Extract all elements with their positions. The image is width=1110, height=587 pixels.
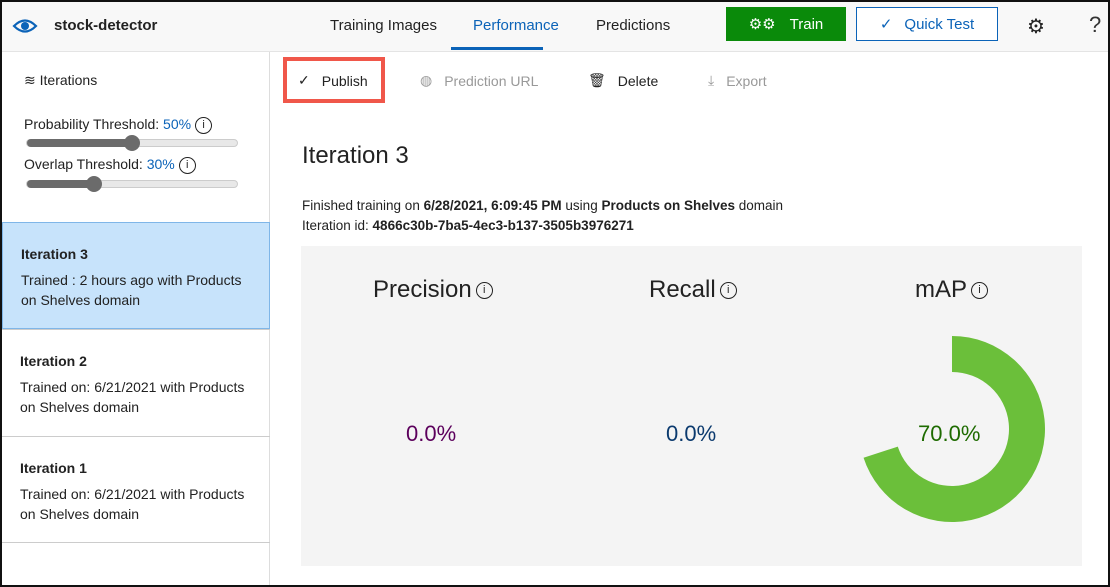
- text: domain: [735, 198, 784, 213]
- active-tab-indicator: [451, 47, 543, 50]
- recall-heading: Recall i: [649, 276, 737, 304]
- training-info: Finished training on 6/28/2021, 6:09:45 …: [302, 198, 783, 213]
- overlap-threshold-slider[interactable]: [26, 176, 238, 192]
- metrics-panel: Precision i Recall i mAP i 0.0% 0.0% 70.0%: [301, 246, 1082, 566]
- eye-logo-icon: [12, 19, 38, 33]
- trash-icon: 🗑: [588, 72, 606, 88]
- tab-performance[interactable]: Performance: [473, 17, 559, 34]
- recall-label: Recall: [649, 276, 716, 303]
- precision-label: Precision: [373, 276, 472, 303]
- slider-handle[interactable]: [124, 135, 140, 151]
- precision-value: 0.0%: [406, 421, 457, 446]
- publish-label: Publish: [321, 72, 368, 89]
- map-donut-arc: [863, 336, 1045, 522]
- iteration-name: Iteration 2: [20, 353, 87, 369]
- id-label: Iteration id:: [302, 218, 373, 233]
- map-value: 70.0%: [918, 421, 981, 446]
- prediction-url-button[interactable]: ◍ Prediction URL: [420, 72, 538, 89]
- iteration-item-3[interactable]: Iteration 3 Trained : 2 hours ago with Pr…: [2, 222, 270, 329]
- id-value: 4866c30b-7ba5-4ec3-b137-3505b3976271: [372, 218, 634, 233]
- overlap-value: 30%: [146, 156, 175, 172]
- info-icon[interactable]: i: [195, 116, 213, 134]
- iteration-desc: Trained on: 6/21/2021 with Products on S…: [20, 379, 245, 415]
- info-icon[interactable]: i: [475, 282, 493, 300]
- iteration-item-2[interactable]: Iteration 2 Trained on: 6/21/2021 with Pr…: [2, 329, 270, 436]
- train-button[interactable]: ⚙⚙ Train: [726, 7, 846, 41]
- iterations-heading: ≋ Iterations: [24, 72, 97, 89]
- precision-heading: Precision i: [373, 276, 493, 304]
- quick-test-button[interactable]: ✓ Quick Test: [856, 7, 998, 41]
- info-icon[interactable]: i: [719, 282, 737, 300]
- layers-icon: ≋: [24, 72, 36, 88]
- iteration-id: Iteration id: 4866c30b-7ba5-4ec3-b137-35…: [302, 218, 634, 233]
- probability-threshold-label: Probability Threshold: 50% i: [24, 116, 213, 134]
- delete-button[interactable]: 🗑 Delete: [588, 72, 658, 89]
- finished-date: 6/28/2021, 6:09:45 PM: [423, 198, 562, 213]
- recall-value: 0.0%: [666, 421, 717, 446]
- slider-handle[interactable]: [86, 176, 103, 192]
- check-icon: ✓: [298, 72, 310, 88]
- publish-highlight: [283, 57, 385, 103]
- map-donut-chart: [863, 336, 1045, 522]
- quick-test-label: Quick Test: [904, 15, 975, 33]
- iterations-sidebar: ≋ Iterations Probability Threshold: 50% i…: [2, 52, 270, 585]
- probability-label: Probability Threshold:: [24, 116, 160, 132]
- text: Finished training on: [302, 198, 424, 213]
- prediction-url-label: Prediction URL: [444, 72, 539, 89]
- map-label: mAP: [915, 276, 968, 303]
- check-icon: ✓: [879, 16, 893, 33]
- export-button[interactable]: ⤓ Export: [708, 72, 767, 89]
- tab-predictions[interactable]: Predictions: [596, 17, 671, 34]
- iterations-title: Iterations: [39, 72, 98, 88]
- train-label: Train: [789, 15, 824, 33]
- info-icon[interactable]: i: [971, 282, 989, 300]
- probability-threshold-slider[interactable]: [26, 135, 238, 151]
- iteration-desc: Trained on: 6/21/2021 with Products on S…: [20, 486, 245, 522]
- domain-name: Products on Shelves: [601, 198, 735, 213]
- iteration-name: Iteration 3: [21, 246, 88, 262]
- gears-icon: ⚙⚙: [748, 16, 776, 33]
- iteration-name: Iteration 1: [20, 460, 87, 476]
- iteration-item-1[interactable]: Iteration 1 Trained on: 6/21/2021 with Pr…: [2, 436, 270, 543]
- overlap-threshold-label: Overlap Threshold: 30% i: [24, 156, 196, 174]
- map-heading: mAP i: [915, 276, 989, 304]
- text: using: [561, 198, 602, 213]
- settings-gear-icon[interactable]: ⚙: [1027, 16, 1045, 38]
- tab-training-images[interactable]: Training Images: [330, 17, 437, 34]
- iteration-title: Iteration 3: [302, 142, 409, 169]
- overlap-label: Overlap Threshold:: [24, 156, 143, 172]
- help-icon[interactable]: ?: [1089, 12, 1102, 37]
- globe-icon: ◍: [420, 72, 433, 88]
- export-label: Export: [726, 72, 767, 89]
- iteration-desc: Trained : 2 hours ago with Products on S…: [21, 272, 242, 308]
- probability-value: 50%: [163, 116, 192, 132]
- delete-label: Delete: [617, 72, 659, 89]
- info-icon[interactable]: i: [178, 156, 196, 174]
- publish-button[interactable]: ✓ Publish: [298, 72, 368, 89]
- download-icon: ⤓: [708, 72, 715, 88]
- project-name: stock-detector: [54, 17, 158, 34]
- top-bar: stock-detector Training Images Performan…: [2, 2, 1108, 52]
